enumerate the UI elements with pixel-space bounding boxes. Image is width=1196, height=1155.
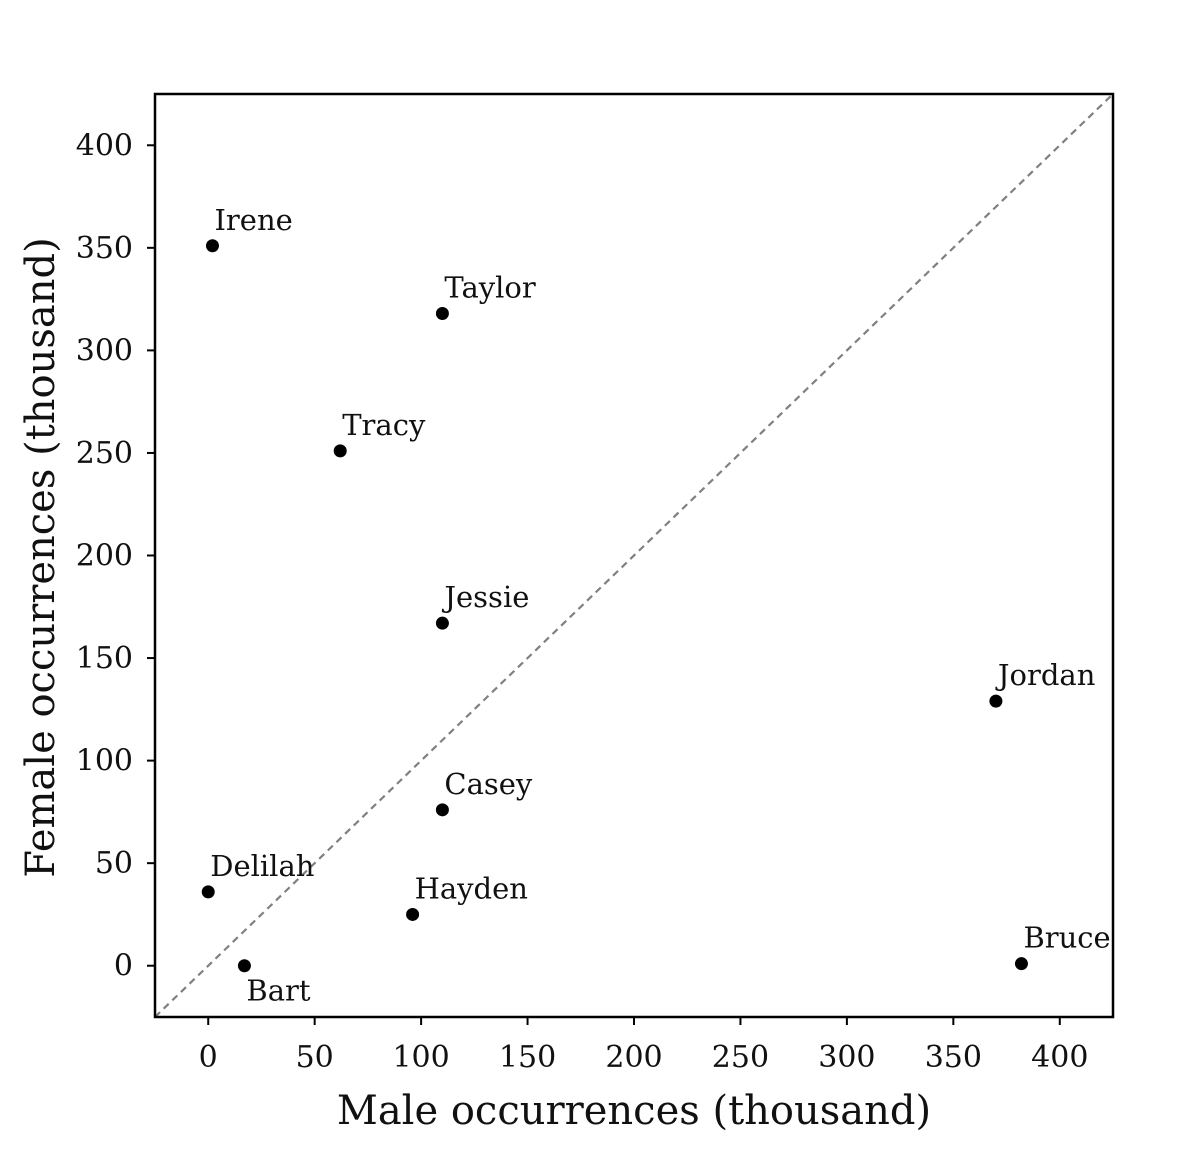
x-tick-label: 250: [712, 1040, 769, 1075]
data-point-group: Bart: [237, 959, 311, 1008]
y-tick-label: 300: [76, 333, 133, 368]
data-point-marker: [333, 444, 347, 458]
data-point-marker: [201, 885, 215, 899]
data-point-group: Hayden: [406, 871, 528, 921]
data-point-group: Delilah: [201, 849, 314, 899]
x-tick-label: 200: [605, 1040, 662, 1075]
data-point-marker: [205, 239, 219, 253]
data-point-group: Bruce: [1014, 921, 1111, 971]
x-tick-label: 300: [818, 1040, 875, 1075]
data-point-marker: [435, 616, 449, 630]
data-point-label: Bart: [246, 974, 310, 1008]
data-point-marker: [435, 306, 449, 320]
reference-diagonal-line: [154, 93, 1114, 1018]
data-point-group: Taylor: [435, 270, 536, 320]
y-tick-label: 350: [76, 231, 133, 266]
data-point-group: Jessie: [435, 580, 529, 630]
data-point-group: Tracy: [333, 408, 426, 458]
x-tick-label: 400: [1031, 1040, 1088, 1075]
data-point-label: Delilah: [210, 849, 314, 883]
data-point-label: Hayden: [415, 871, 528, 905]
x-tick-label: 100: [392, 1040, 449, 1075]
axis-ticks-layer: 0 50 100 150 200 250 300 350 400 0 50 100 150 200 250 3…: [76, 128, 1089, 1075]
data-point-marker: [989, 694, 1003, 708]
data-point-label: Tracy: [342, 408, 426, 442]
y-tick-label: 200: [76, 539, 133, 574]
y-tick-label: 250: [76, 436, 133, 471]
data-point-group: Irene: [205, 203, 293, 253]
data-point-marker: [237, 959, 251, 973]
data-points-layer: Irene Taylor Tracy Jessie Jordan Casey Delilah…: [201, 203, 1111, 1008]
data-point-marker: [435, 803, 449, 817]
x-tick-label: 50: [296, 1040, 334, 1075]
data-point-label: Jessie: [441, 580, 529, 614]
data-point-label: Taylor: [444, 270, 535, 304]
data-point-marker: [1014, 957, 1028, 971]
data-point-group: Casey: [435, 767, 533, 817]
plot-frame: [153, 92, 1115, 1019]
y-tick-label: 400: [76, 128, 133, 163]
y-tick-label: 50: [95, 846, 133, 881]
y-tick-label: 150: [76, 641, 133, 676]
x-axis-title: Male occurrences (thousand): [337, 1088, 931, 1134]
x-tick-label: 150: [499, 1040, 556, 1075]
data-point-group: Jordan: [989, 658, 1095, 708]
data-point-label: Jordan: [995, 658, 1095, 692]
data-point-marker: [406, 907, 420, 921]
data-point-label: Casey: [444, 767, 533, 801]
reference-line-layer: [154, 93, 1114, 1018]
x-tick-label: 0: [199, 1040, 218, 1075]
data-point-label: Bruce: [1023, 921, 1110, 955]
y-axis-title: Female occurrences (thousand): [18, 237, 64, 877]
x-tick-label: 350: [925, 1040, 982, 1075]
y-tick-label: 100: [76, 744, 133, 779]
y-tick-label: 0: [114, 949, 133, 984]
data-point-label: Irene: [214, 203, 292, 237]
